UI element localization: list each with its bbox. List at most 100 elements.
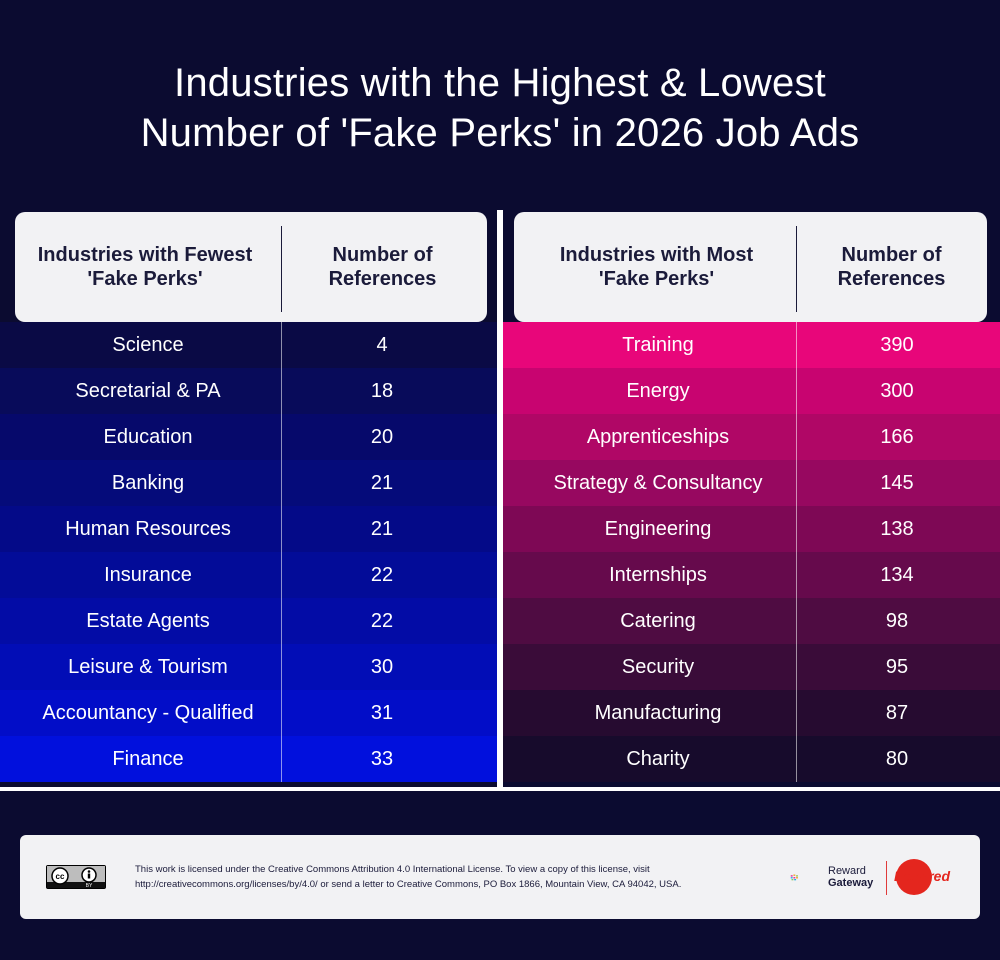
edenred-logo-icon: [896, 859, 932, 895]
reward-gateway-logo-icon: [790, 874, 798, 881]
license-text: This work is licensed under the Creative…: [135, 864, 682, 890]
table-row: Education 20: [0, 414, 497, 460]
table-divider: [497, 210, 503, 790]
header-divider: [281, 226, 282, 312]
industry-name: Insurance: [104, 564, 192, 586]
table-row: Insurance 22: [0, 552, 497, 598]
logo-divider: [886, 861, 887, 895]
most-table-header: Industries with Most 'Fake Perks' Number…: [514, 212, 987, 322]
table-row: Strategy & Consultancy 145: [503, 460, 1000, 506]
creative-commons-badge[interactable]: cc BY: [46, 865, 106, 889]
industry-name: Manufacturing: [594, 702, 722, 724]
row-divider: [796, 506, 797, 552]
row-divider: [796, 414, 797, 460]
header-divider: [796, 226, 797, 312]
svg-text:cc: cc: [56, 872, 65, 881]
row-divider: [796, 322, 797, 368]
reference-count: 98: [885, 610, 909, 632]
industry-name: Catering: [620, 610, 696, 632]
table-row: Human Resources 21: [0, 506, 497, 552]
row-divider: [281, 598, 282, 644]
industry-name: Education: [103, 426, 193, 448]
reference-count: 80: [885, 748, 909, 770]
row-divider: [281, 368, 282, 414]
row-divider: [281, 506, 282, 552]
table-row: Internships 134: [503, 552, 1000, 598]
row-divider: [281, 552, 282, 598]
table-row: Accountancy - Qualified 31: [0, 690, 497, 736]
most-header-references: Number of References: [837, 244, 946, 290]
reference-count: 134: [880, 564, 914, 586]
table-row: Finance 33: [0, 736, 497, 782]
fewest-table-header: Industries with Fewest 'Fake Perks' Numb…: [15, 212, 487, 322]
reference-count: 390: [880, 334, 914, 356]
industry-name: Secretarial & PA: [75, 380, 221, 402]
industry-name: Banking: [111, 472, 185, 494]
row-divider: [281, 322, 282, 368]
fewest-header-references: Number of References: [328, 244, 437, 290]
reference-count: 300: [880, 380, 914, 402]
industry-name: Finance: [112, 748, 184, 770]
reference-count: 138: [880, 518, 914, 540]
row-divider: [796, 598, 797, 644]
reference-count: 22: [370, 610, 394, 632]
industry-name: Training: [622, 334, 694, 356]
license-footer: cc BY This work is licensed under the Cr…: [20, 835, 980, 919]
page-title: Industries with the Highest & Lowest Num…: [0, 58, 1000, 158]
table-row: Training 390: [503, 322, 1000, 368]
row-divider: [281, 736, 282, 782]
industry-name: Engineering: [604, 518, 712, 540]
table-row: Charity 80: [503, 736, 1000, 782]
reference-count: 33: [370, 748, 394, 770]
industry-name: Leisure & Tourism: [68, 656, 228, 678]
fewest-header-industry: Industries with Fewest 'Fake Perks': [37, 244, 253, 290]
industry-name: Strategy & Consultancy: [553, 472, 763, 494]
reference-count: 22: [370, 564, 394, 586]
table-row: Security 95: [503, 644, 1000, 690]
table-row: Estate Agents 22: [0, 598, 497, 644]
industry-name: Charity: [626, 748, 690, 770]
reference-count: 21: [370, 472, 394, 494]
edenred-logo: Edenred: [894, 868, 951, 884]
table-bottom-rule: [0, 787, 1000, 791]
table-row: Leisure & Tourism 30: [0, 644, 497, 690]
table-row: Engineering 138: [503, 506, 1000, 552]
most-table-rows: Training 390 Energy 300 Apprenticeships 166 St…: [503, 322, 1000, 782]
reference-count: 18: [370, 380, 394, 402]
row-divider: [796, 460, 797, 506]
title-line-2: Number of 'Fake Perks' in 2026 Job Ads: [140, 111, 860, 155]
reference-count: 4: [376, 334, 388, 356]
row-divider: [796, 552, 797, 598]
table-row: Banking 21: [0, 460, 497, 506]
reference-count: 166: [880, 426, 914, 448]
industry-name: Energy: [626, 380, 690, 402]
table-row: Energy 300: [503, 368, 1000, 414]
title-line-1: Industries with the Highest & Lowest: [174, 61, 826, 105]
reference-count: 145: [880, 472, 914, 494]
table-row: Secretarial & PA 18: [0, 368, 497, 414]
row-divider: [281, 644, 282, 690]
industry-name: Internships: [609, 564, 707, 586]
most-header-industry: Industries with Most 'Fake Perks': [559, 244, 754, 290]
reference-count: 31: [370, 702, 394, 724]
row-divider: [796, 690, 797, 736]
industry-name: Apprenticeships: [586, 426, 730, 448]
industry-name: Estate Agents: [86, 610, 210, 632]
industry-name: Science: [112, 334, 184, 356]
table-row: Apprenticeships 166: [503, 414, 1000, 460]
reference-count: 87: [885, 702, 909, 724]
industry-name: Accountancy - Qualified: [42, 702, 254, 724]
reference-count: 95: [885, 656, 909, 678]
cc-by-label: BY: [86, 883, 93, 888]
row-divider: [796, 368, 797, 414]
reference-count: 30: [370, 656, 394, 678]
row-divider: [281, 414, 282, 460]
industry-name: Human Resources: [65, 518, 231, 540]
reward-gateway-logo: Reward Gateway: [828, 865, 874, 889]
row-divider: [796, 644, 797, 690]
row-divider: [281, 690, 282, 736]
table-row: Catering 98: [503, 598, 1000, 644]
table-row: Science 4: [0, 322, 497, 368]
table-row: Manufacturing 87: [503, 690, 1000, 736]
fewest-table-rows: Science 4 Secretarial & PA 18 Education 20 Ban…: [0, 322, 497, 782]
